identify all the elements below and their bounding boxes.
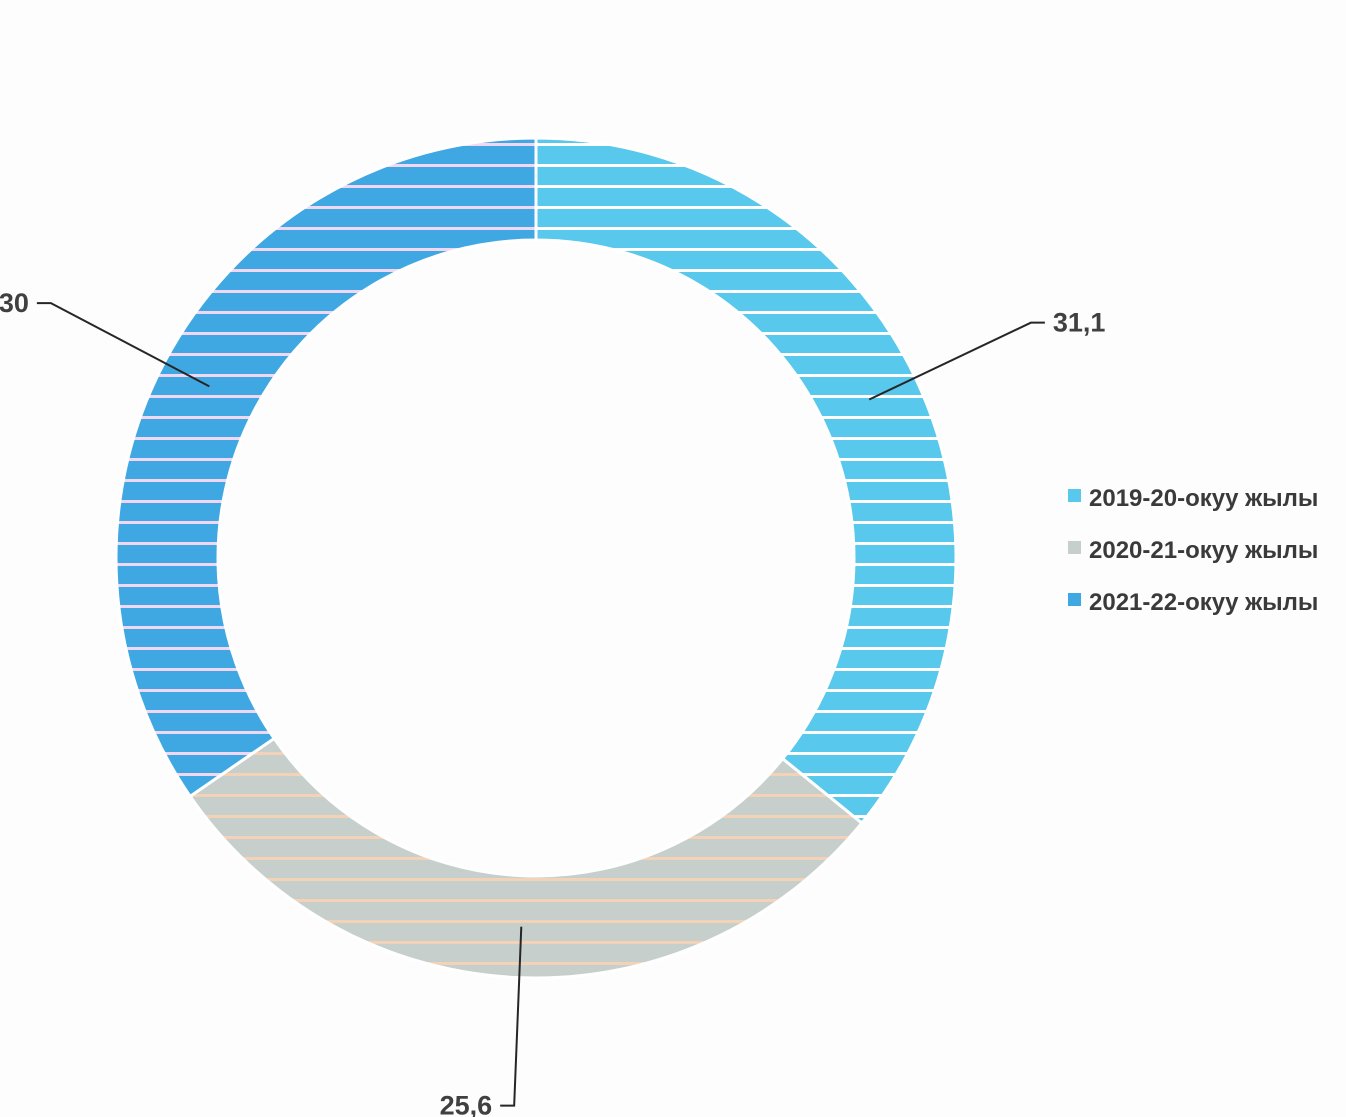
doughnut-slice-1 <box>534 136 958 826</box>
legend-label-1: 2019-20-окуу жылы <box>1089 485 1318 512</box>
legend-swatch-1 <box>1068 489 1081 502</box>
chart-legend: 2019-20-окуу жылы 2020-21-окуу жылы 2021-2… <box>1068 485 1318 616</box>
doughnut-slice-3 <box>114 136 538 799</box>
legend-swatch-3 <box>1068 593 1081 606</box>
leader-line-1 <box>868 321 1045 401</box>
legend-label-2: 2020-21-окуу жылы <box>1089 537 1318 564</box>
chart-data-labels: 31,1 25,6 30 <box>0 288 1105 1117</box>
data-label-3: 30 <box>0 288 29 318</box>
legend-swatch-2 <box>1068 541 1081 554</box>
data-label-2: 25,6 <box>440 1091 493 1117</box>
data-label-1: 31,1 <box>1053 308 1106 338</box>
leader-line-2 <box>500 926 523 1107</box>
doughnut-slice-2 <box>188 736 864 980</box>
chart-slices <box>114 136 958 980</box>
legend-label-3: 2021-22-окуу жылы <box>1089 589 1318 616</box>
leader-line-3 <box>36 302 210 388</box>
